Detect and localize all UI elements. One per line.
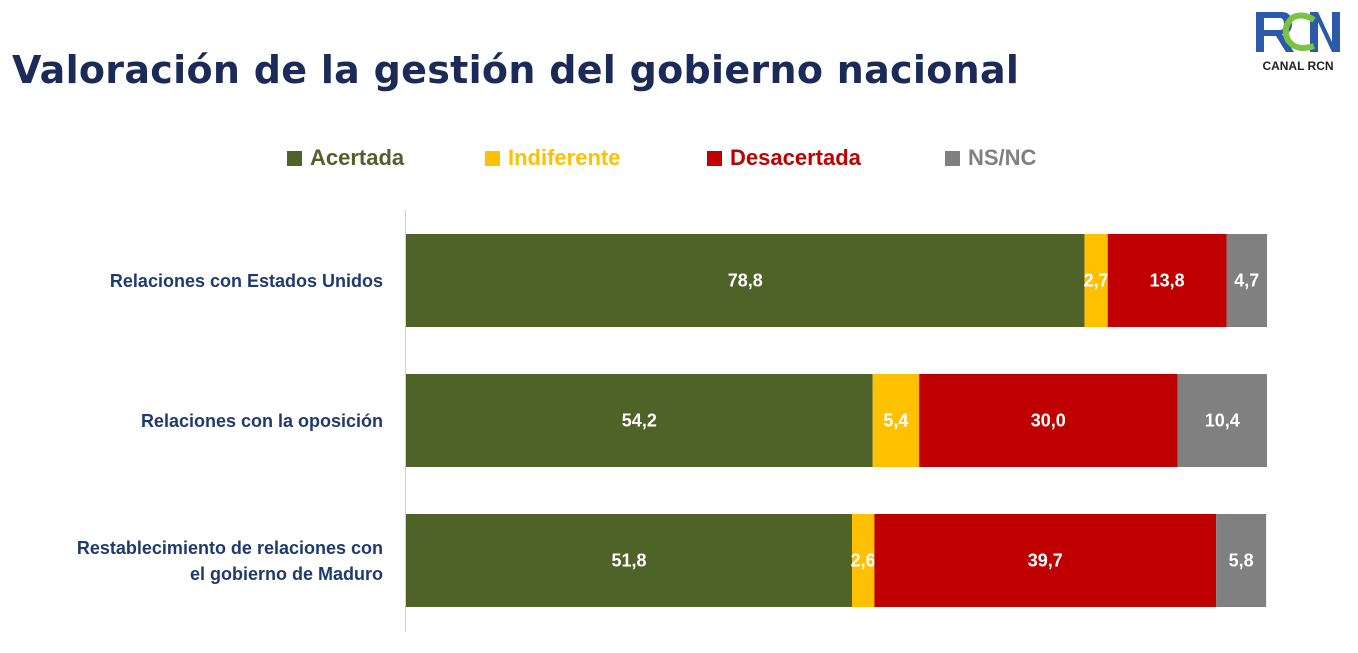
legend-label: Indiferente [508,145,621,170]
bar-segment [406,514,852,607]
bar-segment [874,514,1217,607]
bar-segment [406,374,873,467]
bar-segment [1177,374,1267,467]
legend-item-nsnc: NS/NC [945,145,1036,171]
data-label: 10,4 [1205,411,1240,431]
bar-segment [1226,234,1267,327]
bar-segment [1216,514,1267,607]
bar-segment [919,374,1178,467]
data-label: 54,2 [622,411,657,431]
data-label: 2,6 [851,551,876,571]
data-label: 2,7 [1084,271,1109,291]
category-axis [405,210,406,632]
legend-label: NS/NC [968,145,1037,170]
legend-item-acertada: Acertada [287,145,404,171]
legend-swatch [287,150,302,166]
legend-item-indiferente: Indiferente [485,145,620,171]
canal-rcn-logo: CANAL RCN [1256,12,1340,73]
legend: Acertada Indiferente Desacertada NS/NC [0,145,1358,173]
data-label: 39,7 [1028,551,1063,571]
bar-segment [851,514,875,607]
bar-segment [872,374,920,467]
legend-swatch [707,150,722,166]
legend-label: Desacertada [730,145,861,170]
category-label: Relaciones con la oposición [140,410,383,431]
page-title: Valoración de la gestión del gobierno na… [12,48,1020,92]
legend-label: Acertada [310,145,405,170]
data-label: 78,8 [728,271,763,291]
svg-text:CANAL RCN: CANAL RCN [1262,59,1333,73]
bar-segment [1084,234,1108,327]
legend-item-desacertada: Desacertada [707,145,861,171]
data-label: 13,8 [1150,271,1185,291]
category-label: Relaciones con Estados Unidos [109,270,383,291]
bar-segment [406,234,1085,327]
data-label: 51,8 [611,551,646,571]
data-label: 5,8 [1229,551,1254,571]
data-label: 4,7 [1234,271,1259,291]
bar-segment [1107,234,1227,327]
category-label: Restablecimiento de relaciones con el go… [76,537,383,584]
data-label: 30,0 [1031,411,1066,431]
data-label: 5,4 [883,411,908,431]
legend-swatch [945,150,960,166]
legend-swatch [485,150,500,166]
